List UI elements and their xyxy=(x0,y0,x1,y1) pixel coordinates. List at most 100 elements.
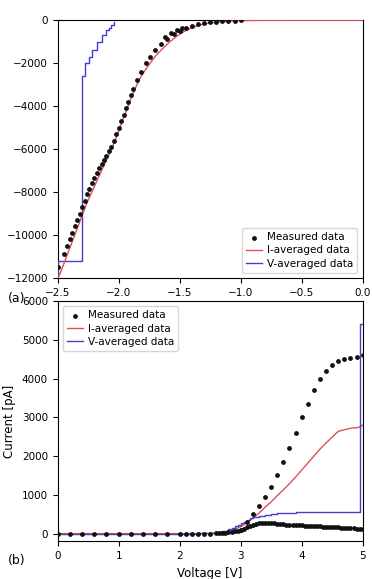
Measured data xyxy=(201,529,207,538)
Measured data xyxy=(225,16,231,25)
Measured data xyxy=(329,522,335,532)
Measured data xyxy=(69,228,75,237)
Measured data xyxy=(111,136,117,145)
Measured data xyxy=(241,524,247,533)
Line: V-averaged data: V-averaged data xyxy=(58,324,363,534)
I-averaged data xyxy=(324,439,328,446)
Point xyxy=(335,357,341,366)
Measured data xyxy=(108,142,114,152)
Point xyxy=(286,444,292,453)
Measured data xyxy=(195,529,201,538)
Measured data xyxy=(171,30,177,39)
I-averaged data xyxy=(275,492,279,499)
Measured data xyxy=(305,521,311,530)
I-averaged data xyxy=(232,526,237,533)
V-averaged data xyxy=(99,38,104,45)
Measured data xyxy=(55,262,61,272)
I-averaged data xyxy=(107,151,111,158)
Measured data xyxy=(116,123,122,132)
Measured data xyxy=(296,521,302,530)
Point xyxy=(299,413,305,422)
Measured data xyxy=(113,130,119,139)
Measured data xyxy=(332,523,338,532)
V-averaged data xyxy=(55,257,60,264)
I-averaged data xyxy=(318,446,322,453)
Measured data xyxy=(101,155,107,164)
V-averaged data xyxy=(80,257,84,264)
Measured data xyxy=(341,523,347,533)
Line: I-averaged data: I-averaged data xyxy=(58,20,363,278)
Measured data xyxy=(103,529,109,538)
Line: I-averaged data: I-averaged data xyxy=(58,425,363,534)
I-averaged data xyxy=(208,530,212,537)
I-averaged data xyxy=(244,519,249,526)
I-averaged data xyxy=(135,81,139,88)
Measured data xyxy=(317,522,323,531)
I-averaged data xyxy=(336,428,340,435)
V-averaged data xyxy=(107,24,111,31)
Measured data xyxy=(79,529,85,538)
V-averaged data xyxy=(109,21,113,28)
V-averaged data xyxy=(357,321,362,328)
Measured data xyxy=(189,529,195,538)
Measured data xyxy=(183,529,189,538)
I-averaged data xyxy=(263,17,267,24)
V-averaged data xyxy=(87,53,92,60)
I-averaged data xyxy=(263,504,267,511)
Point xyxy=(280,457,286,467)
V-averaged data xyxy=(90,47,94,54)
V-averaged data xyxy=(281,510,286,516)
Y-axis label: Current [pA]: Current [pA] xyxy=(0,112,1,186)
V-averaged data xyxy=(90,53,94,60)
Measured data xyxy=(213,529,219,538)
Measured data xyxy=(344,523,350,533)
V-averaged data xyxy=(104,27,109,34)
Measured data xyxy=(232,16,238,25)
Measured data xyxy=(256,519,262,528)
Y-axis label: Current [pA]: Current [pA] xyxy=(3,384,16,458)
Measured data xyxy=(134,76,140,85)
I-averaged data xyxy=(305,460,310,467)
Measured data xyxy=(128,529,134,538)
Measured data xyxy=(91,174,97,183)
Measured data xyxy=(67,234,73,244)
Measured data xyxy=(79,203,85,212)
X-axis label: Voltage [V]: Voltage [V] xyxy=(177,567,243,579)
Measured data xyxy=(99,159,105,168)
Measured data xyxy=(72,222,78,231)
Measured data xyxy=(354,524,360,533)
Measured data xyxy=(64,241,70,250)
Measured data xyxy=(86,184,92,193)
Measured data xyxy=(147,52,153,61)
I-averaged data xyxy=(269,499,273,505)
Measured data xyxy=(238,16,244,25)
I-averaged data xyxy=(147,530,151,537)
Measured data xyxy=(152,46,158,55)
Text: (b): (b) xyxy=(7,554,25,567)
Point xyxy=(329,360,335,369)
Measured data xyxy=(357,524,363,533)
Measured data xyxy=(138,67,144,76)
Point xyxy=(317,374,323,383)
Measured data xyxy=(217,529,222,538)
Point xyxy=(238,525,244,534)
I-averaged data xyxy=(299,467,304,474)
V-averaged data xyxy=(112,19,116,26)
Measured data xyxy=(314,522,320,531)
I-averaged data xyxy=(355,424,359,431)
Measured data xyxy=(286,520,292,529)
X-axis label: Voltage [V]: Voltage [V] xyxy=(177,303,243,316)
Measured data xyxy=(74,215,80,225)
Measured data xyxy=(142,58,148,68)
I-averaged data xyxy=(86,530,90,537)
Measured data xyxy=(347,523,353,533)
V-averaged data xyxy=(342,509,347,516)
Point xyxy=(250,510,256,519)
Point xyxy=(347,354,353,363)
Measured data xyxy=(94,168,100,177)
V-averaged data xyxy=(360,321,365,328)
V-averaged data xyxy=(82,60,87,67)
V-averaged data xyxy=(229,526,234,533)
Measured data xyxy=(360,525,366,534)
Measured data xyxy=(259,518,265,527)
